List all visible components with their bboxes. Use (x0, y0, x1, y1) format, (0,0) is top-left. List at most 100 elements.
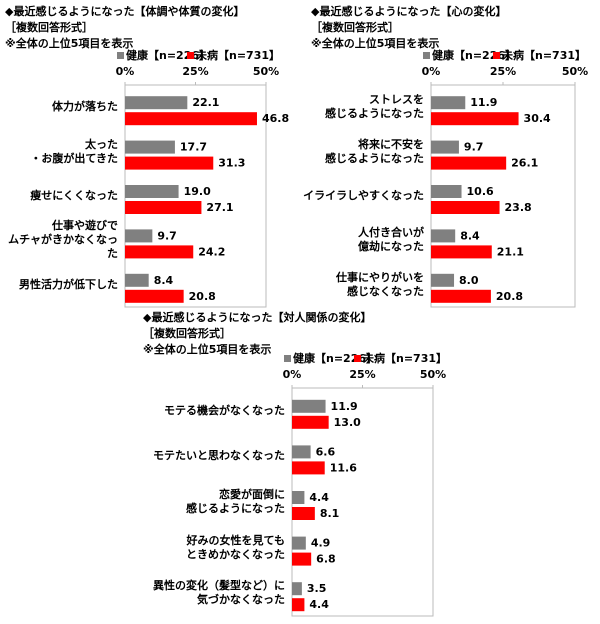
value-label: 30.4 (524, 112, 551, 125)
bar (292, 399, 326, 413)
category-label: 異性の変化（髪型など）に 気づかなくなった (153, 579, 285, 607)
value-label: 4.9 (311, 537, 331, 550)
legend-marker (187, 52, 194, 59)
value-label: 20.8 (496, 290, 523, 303)
chart-subtitle: ［複数回答形式］ (311, 20, 399, 34)
value-label: 11.9 (470, 96, 497, 109)
bar (431, 229, 456, 243)
value-label: 11.9 (331, 400, 358, 413)
legend-marker (423, 52, 430, 59)
x-tick-label: 0% (283, 368, 302, 381)
bar (431, 289, 491, 303)
category-label: 好みの女性を見ても ときめかなくなった (186, 533, 285, 561)
value-label: 27.1 (206, 201, 233, 214)
bar (125, 156, 214, 170)
chart-subtitle: ［複数回答形式］ (143, 326, 231, 340)
category-label: 太った ・お腹が出てきた (30, 137, 118, 165)
legend-marker (117, 52, 124, 59)
value-label: 8.1 (320, 507, 340, 520)
chart-title: ◆最近感じるようになった【体調や体質の変化】 (5, 4, 244, 18)
value-label: 31.3 (218, 157, 245, 170)
bar (125, 201, 202, 214)
x-tick-label: 25% (490, 65, 516, 78)
legend-label: 未病【n=731】 (501, 48, 586, 62)
bar (431, 156, 507, 170)
x-tick-label: 25% (182, 65, 208, 78)
category-label: ストレスを 感じるようになった (325, 93, 424, 121)
bar (431, 140, 459, 154)
bar (125, 185, 179, 198)
category-label: 仕事にやりがいを 感じなくなった (336, 270, 424, 298)
value-label: 8.0 (459, 274, 479, 287)
bar (125, 273, 149, 287)
category-label: 男性活力が低下した (19, 277, 118, 291)
value-label: 8.4 (154, 274, 174, 287)
legend-marker (284, 355, 291, 362)
category-label: イライラしやすくなった (303, 189, 424, 202)
value-label: 3.5 (307, 582, 327, 595)
legend-marker (354, 355, 361, 362)
chart-title: ◆最近感じるようになった【対人関係の変化】 (143, 310, 371, 324)
bar (292, 415, 329, 429)
category-label: 恋愛が面倒に 感じるようになった (186, 488, 285, 515)
x-tick-label: 50% (562, 65, 588, 78)
value-label: 6.6 (316, 445, 336, 458)
value-label: 4.4 (309, 598, 329, 611)
legend-marker (493, 52, 500, 59)
value-label: 26.1 (511, 157, 538, 170)
category-label: モテたいと思わなくなった (153, 449, 285, 463)
value-label: 13.0 (334, 416, 361, 429)
category-label: 体力が落ちた (52, 100, 118, 114)
category-label: 仕事や遊びで ムチャがきかなくなった (8, 219, 118, 261)
bar (431, 96, 466, 110)
x-tick-label: 50% (420, 368, 446, 381)
x-tick-label: 50% (253, 65, 279, 78)
bar (292, 461, 325, 475)
bar (431, 185, 462, 198)
bar (292, 445, 311, 459)
value-label: 46.8 (262, 112, 289, 125)
chart-note: ※全体の上位5項目を表示 (311, 36, 439, 50)
category-label: モテる機会がなくなった (164, 403, 285, 417)
bar (125, 245, 194, 259)
legend-label: 未病【n=731】 (195, 48, 280, 62)
chart-title: ◆最近感じるようになった【心の変化】 (311, 4, 506, 18)
x-tick-label: 0% (422, 65, 441, 78)
value-label: 17.7 (180, 141, 207, 154)
bar (292, 507, 315, 520)
legend-label: 未病【n=731】 (362, 351, 447, 365)
bar (125, 289, 184, 303)
category-label: 痩せにくくなった (30, 189, 118, 202)
value-label: 8.4 (460, 229, 480, 242)
value-label: 10.6 (467, 185, 494, 198)
category-label: 人付き合いが 億劫になった (358, 226, 424, 254)
value-label: 4.4 (309, 491, 329, 504)
bar (431, 273, 455, 287)
category-label: 将来に不安を 感じるようになった (325, 137, 424, 165)
chart-subtitle: ［複数回答形式］ (5, 20, 93, 34)
bar (125, 96, 188, 110)
value-label: 11.6 (330, 461, 357, 474)
value-label: 21.1 (497, 245, 524, 258)
bar (125, 140, 175, 154)
value-label: 9.7 (464, 141, 484, 154)
chart-note: ※全体の上位5項目を表示 (5, 36, 133, 50)
bar (431, 245, 492, 259)
x-tick-label: 0% (116, 65, 135, 78)
value-label: 6.8 (316, 553, 336, 566)
bar (292, 582, 302, 596)
value-label: 19.0 (184, 185, 211, 198)
value-label: 24.2 (198, 245, 225, 258)
value-label: 9.7 (157, 229, 177, 242)
bar (292, 491, 305, 504)
value-label: 20.8 (189, 290, 216, 303)
value-label: 23.8 (505, 201, 532, 214)
bar (292, 598, 305, 612)
bar (125, 112, 257, 126)
bar (431, 201, 500, 214)
bar (292, 552, 312, 566)
bar (125, 229, 153, 243)
x-tick-label: 25% (349, 368, 375, 381)
